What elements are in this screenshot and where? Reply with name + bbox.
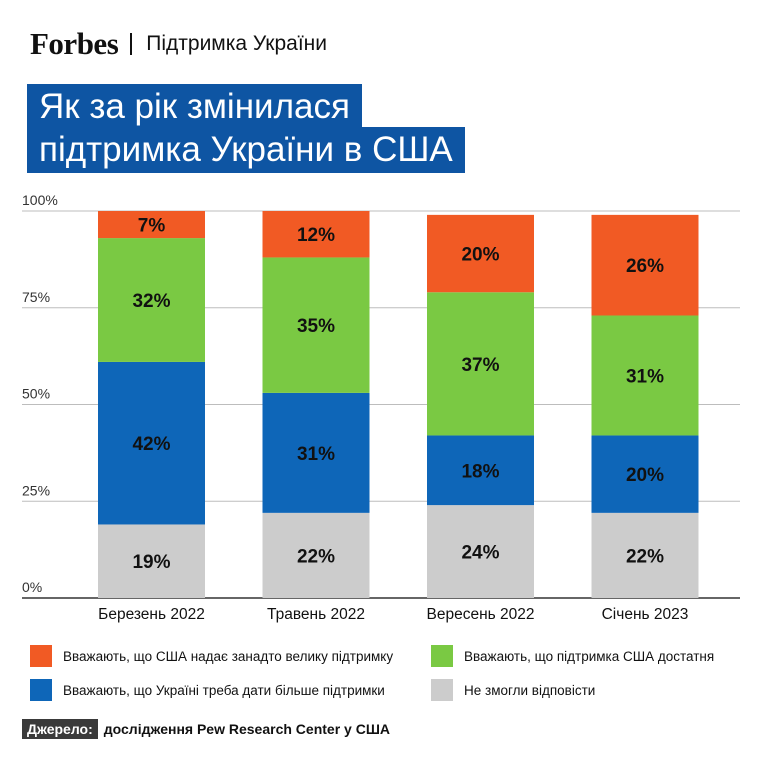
legend-swatch-more bbox=[30, 679, 52, 701]
legend-swatch-too-much bbox=[30, 645, 52, 667]
bar-segment bbox=[427, 214, 534, 293]
bar-segment bbox=[98, 238, 205, 362]
data-label: 7% bbox=[138, 216, 166, 237]
legend-label-no-answer: Не змогли відповісти bbox=[464, 682, 596, 698]
bar-segment bbox=[591, 512, 699, 598]
x-tick-label: Травень 2022 bbox=[267, 606, 365, 623]
header: Forbes Підтримка України bbox=[30, 22, 327, 66]
y-tick-label: 50% bbox=[22, 386, 50, 402]
y-tick-label: 0% bbox=[22, 579, 42, 595]
data-label: 20% bbox=[461, 245, 499, 266]
data-label: 18% bbox=[461, 461, 499, 482]
data-label: 24% bbox=[461, 543, 499, 564]
stacked-bar-chart: 0% 25% 50% 75% 100% 19% 42% 32% 7% Березень 2022 2… bbox=[22, 192, 740, 623]
data-label: 22% bbox=[297, 546, 335, 567]
data-label: 20% bbox=[626, 465, 664, 486]
y-tick-label: 100% bbox=[22, 192, 58, 208]
data-label: 22% bbox=[626, 546, 664, 567]
legend-label-enough: Вважають, що підтримка США достатня bbox=[464, 648, 715, 664]
data-label: 26% bbox=[626, 256, 664, 277]
bar-segment bbox=[427, 435, 534, 506]
data-label: 12% bbox=[297, 225, 335, 246]
data-label: 31% bbox=[626, 366, 664, 387]
legend-label-more: Вважають, що Україні треба дати більше п… bbox=[63, 682, 385, 698]
legend-item-too-much: Вважають, що США надає занадто велику пі… bbox=[30, 645, 393, 667]
data-label: 31% bbox=[297, 444, 335, 465]
header-divider bbox=[130, 33, 133, 55]
bar-segment bbox=[591, 214, 699, 316]
legend-item-no-answer: Не змогли відповісти bbox=[431, 679, 595, 701]
forbes-logo: Forbes bbox=[30, 26, 119, 61]
bar-segment bbox=[262, 211, 370, 258]
bar-segment bbox=[262, 257, 370, 393]
y-tick-label: 25% bbox=[22, 482, 50, 498]
data-label: 19% bbox=[132, 552, 170, 573]
bar-segment bbox=[427, 505, 534, 598]
bar-segment bbox=[262, 392, 370, 513]
bar-segment bbox=[98, 361, 205, 525]
bar-segment bbox=[591, 435, 699, 513]
legend-item-enough: Вважають, що підтримка США достатня bbox=[431, 645, 714, 667]
data-label: 35% bbox=[297, 316, 335, 337]
x-tick-label: Січень 2023 bbox=[602, 606, 689, 623]
source-label: Джерело: bbox=[22, 719, 98, 739]
x-tick-label: Вересень 2022 bbox=[427, 606, 535, 623]
legend-item-more: Вважають, що Україні треба дати більше п… bbox=[30, 679, 385, 701]
bar-segment bbox=[427, 292, 534, 436]
bar-segment bbox=[98, 524, 205, 598]
legend-swatch-no-answer bbox=[431, 679, 453, 701]
data-label: 32% bbox=[132, 291, 170, 312]
x-tick-label: Березень 2022 bbox=[98, 606, 205, 623]
source: Джерело: дослідження Pew Research Center… bbox=[22, 719, 390, 739]
bar-segment bbox=[262, 512, 370, 598]
chart-title-line-1: Як за рік змінилася bbox=[27, 84, 362, 130]
y-tick-label: 75% bbox=[22, 289, 50, 305]
source-text: дослідження Pew Research Center у США bbox=[103, 721, 391, 737]
data-label: 37% bbox=[461, 355, 499, 376]
section-title: Підтримка України bbox=[146, 32, 328, 55]
chart-title-line-2: підтримка України в США bbox=[27, 127, 465, 173]
legend-label-too-much: Вважають, що США надає занадто велику пі… bbox=[63, 648, 394, 664]
bar-segment bbox=[98, 211, 205, 239]
data-label: 42% bbox=[132, 434, 170, 455]
legend-swatch-enough bbox=[431, 645, 453, 667]
bar-segment bbox=[591, 315, 699, 436]
